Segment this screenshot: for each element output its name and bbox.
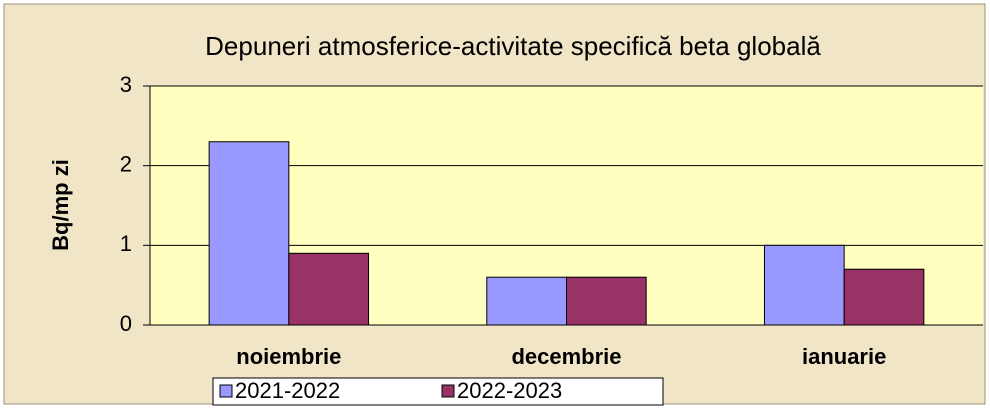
bar (486, 276, 567, 326)
bar (843, 268, 925, 326)
x-tick-label: ianuarie (802, 344, 886, 369)
y-tick-label: 1 (120, 231, 132, 256)
x-tick-label: decembrie (511, 344, 621, 369)
legend-swatch (441, 384, 455, 398)
chart-title: Depuneri atmosferice-activitate specific… (205, 31, 821, 61)
bar (208, 141, 290, 326)
y-tick-label: 0 (120, 311, 132, 336)
legend-label: 2022-2023 (457, 378, 562, 403)
y-tick-label: 2 (120, 151, 132, 176)
x-tick-label: noiembrie (236, 344, 341, 369)
legend-box (212, 377, 664, 406)
bar (763, 244, 845, 326)
bar (566, 276, 647, 326)
y-tick-label: 3 (120, 72, 132, 97)
legend-label: 2021-2022 (235, 378, 340, 403)
y-axis-label: Bq/mp zi (48, 159, 73, 251)
bar (288, 252, 370, 326)
legend-swatch (219, 384, 233, 398)
